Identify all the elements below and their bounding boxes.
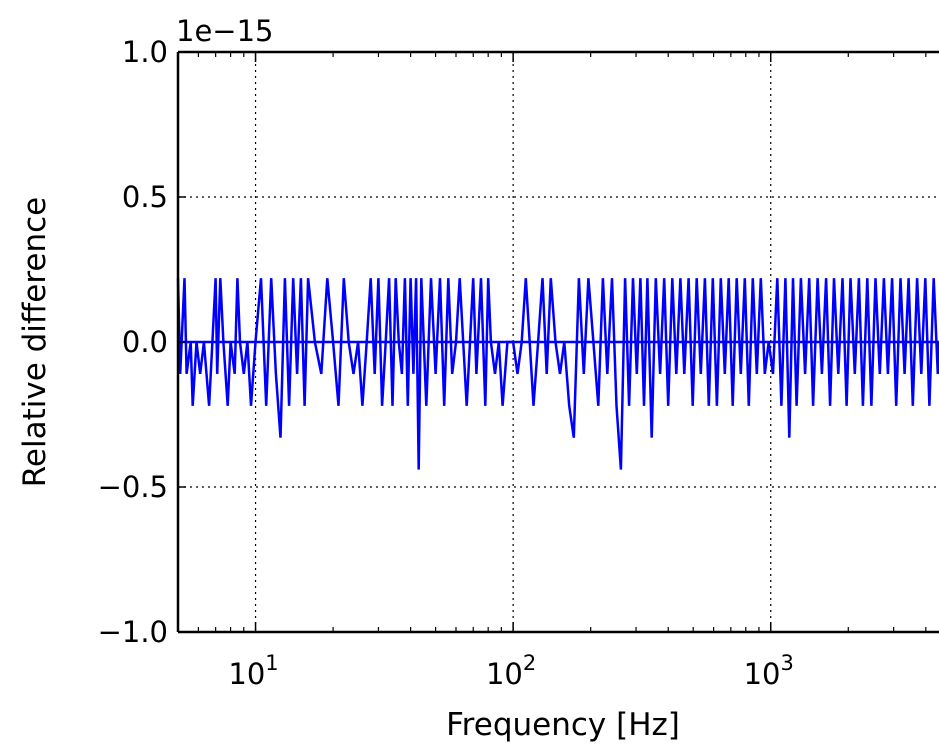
tick-marks — [177, 51, 927, 633]
x-tick-label-exponent: 3 — [781, 651, 794, 675]
y-tick-label: 1.0 — [122, 35, 168, 69]
y-tick-label: −1.0 — [98, 615, 168, 649]
x-tick-label-base: 10 — [744, 657, 781, 691]
x-tick-label-base: 10 — [228, 657, 265, 691]
x-tick-label-exponent: 1 — [265, 651, 278, 675]
y-tick-label: −0.5 — [98, 470, 168, 504]
series-line — [176, 278, 939, 470]
x-tick-label-base: 10 — [486, 657, 523, 691]
y-tick-label: 0.0 — [122, 325, 168, 359]
x-tick-label-exponent: 2 — [523, 651, 536, 675]
x-tick-label: 103 — [744, 651, 794, 691]
y-offset-text: 1e−15 — [176, 14, 274, 48]
x-axis-label: Frequency [Hz] — [446, 707, 680, 743]
y-tick-label: 0.5 — [122, 180, 168, 214]
series-layer — [176, 278, 939, 470]
x-tick-label: 101 — [228, 651, 278, 691]
y-axis-label: Relative difference — [17, 197, 53, 488]
x-tick-label: 102 — [486, 651, 536, 691]
